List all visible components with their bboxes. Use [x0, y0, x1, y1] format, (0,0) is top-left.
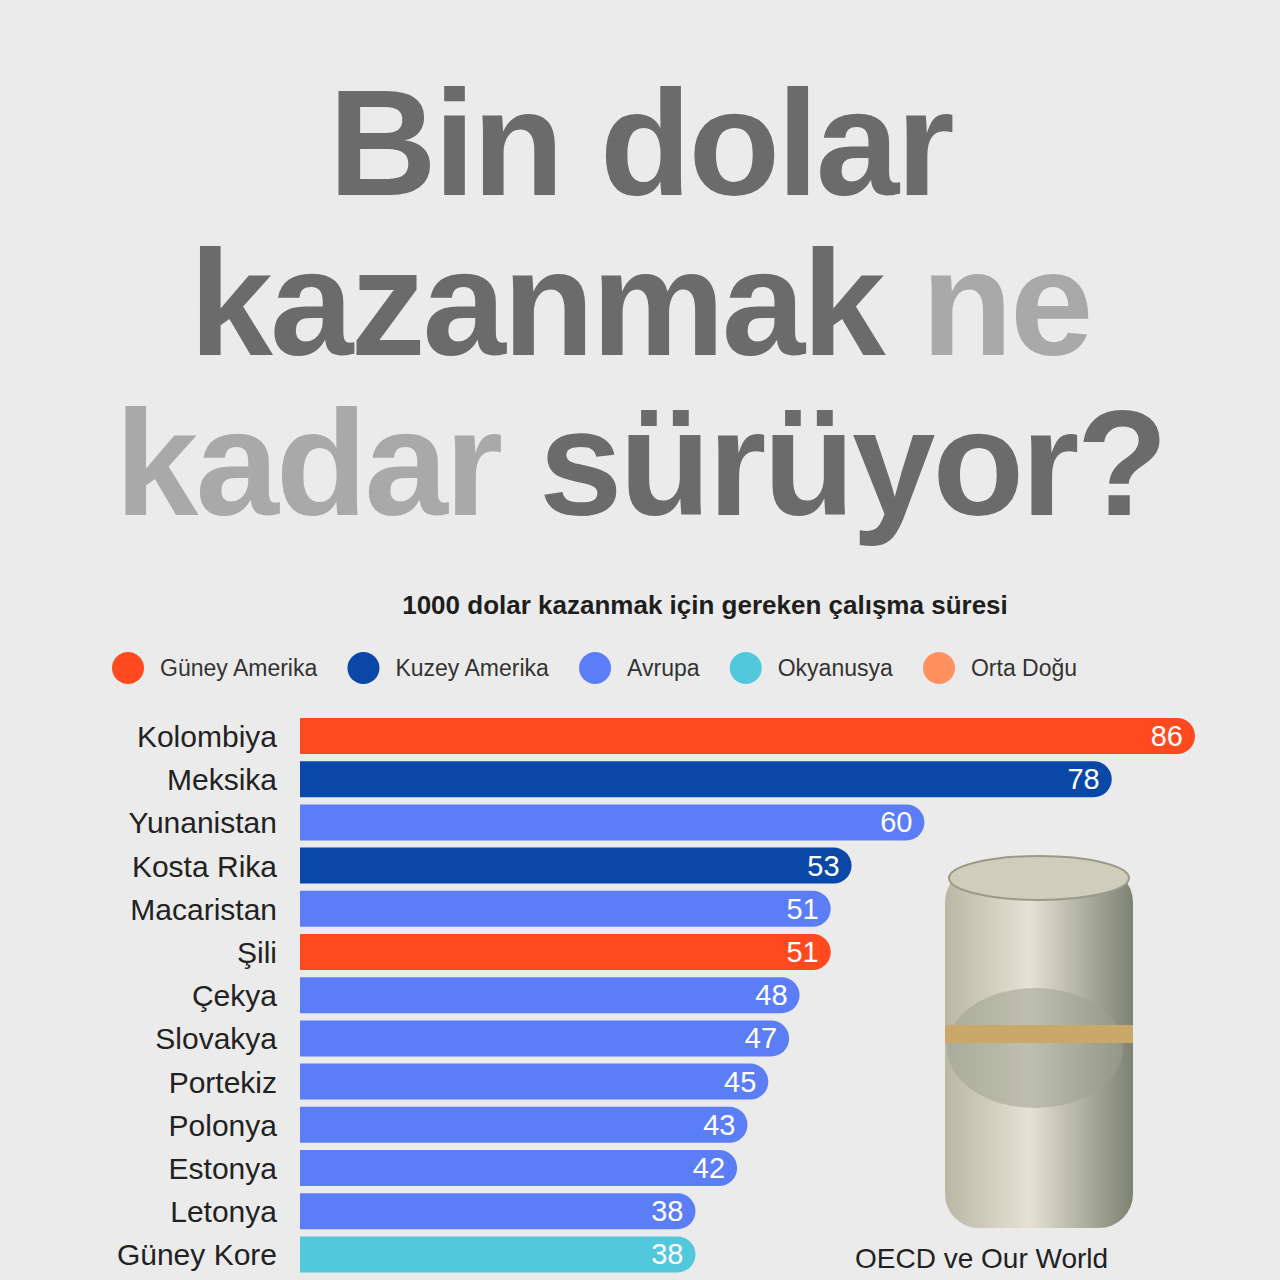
category-label: Kolombiya	[137, 720, 277, 753]
data-label: 86	[1151, 720, 1183, 752]
bar	[300, 718, 1195, 754]
category-label: Macaristan	[130, 893, 277, 926]
bar	[300, 977, 800, 1013]
chart-root: Bin dolarkazanmak nekadar sürüyor?1000 d…	[0, 0, 1280, 1280]
bar	[300, 1107, 748, 1143]
legend-label: Kuzey Amerika	[395, 655, 549, 681]
bar	[300, 804, 924, 840]
data-label: 48	[755, 979, 787, 1011]
roll-portrait	[947, 988, 1123, 1108]
title: Bin dolarkazanmak nekadar sürüyor?	[115, 59, 1165, 547]
title-line: kazanmak ne	[190, 219, 1091, 387]
data-label: 53	[807, 850, 839, 882]
bar	[300, 1150, 737, 1186]
roll-body	[945, 868, 1133, 1228]
bar	[300, 1236, 695, 1272]
data-label: 51	[786, 936, 818, 968]
legend-swatch	[923, 652, 955, 684]
data-label: 78	[1067, 763, 1099, 795]
legend-label: Avrupa	[627, 655, 700, 681]
bar	[300, 1193, 695, 1229]
legend-swatch	[579, 652, 611, 684]
roll-top	[949, 856, 1129, 900]
data-label: 42	[693, 1152, 725, 1184]
bar	[300, 761, 1112, 797]
title-word: kazanmak	[190, 219, 887, 387]
category-label: Portekiz	[169, 1066, 277, 1099]
roll-band	[945, 1025, 1133, 1043]
legend-swatch	[347, 652, 379, 684]
data-label: 38	[651, 1238, 683, 1270]
bar	[300, 1064, 768, 1100]
category-label: Kosta Rika	[132, 850, 277, 883]
category-label: Çekya	[192, 979, 277, 1012]
bar	[300, 934, 831, 970]
category-label: Letonya	[170, 1195, 277, 1228]
legend-swatch	[112, 652, 144, 684]
category-label: Polonya	[169, 1109, 278, 1142]
legend-label: Güney Amerika	[160, 655, 317, 681]
category-label: Meksika	[167, 763, 277, 796]
bar	[300, 848, 852, 884]
background	[0, 0, 1280, 1280]
category-label: Şili	[237, 936, 277, 969]
category-label: Slovakya	[155, 1022, 277, 1055]
bar	[300, 1020, 789, 1056]
subtitle: 1000 dolar kazanmak için gereken çalışma…	[402, 590, 1008, 620]
title-line: kadar sürüyor?	[115, 379, 1165, 547]
data-label: 60	[880, 806, 912, 838]
title-word: kadar	[115, 379, 502, 547]
source: OECD ve Our World	[855, 1243, 1108, 1274]
data-label: 51	[786, 893, 818, 925]
legend-label: Orta Doğu	[971, 655, 1077, 681]
legend-label: Okyanusya	[778, 655, 893, 681]
category-label: Güney Kore	[117, 1238, 277, 1271]
title-word: Bin	[328, 59, 561, 227]
legend-swatch	[730, 652, 762, 684]
title-word: dolar	[561, 59, 953, 227]
money-roll	[945, 856, 1133, 1228]
bars	[300, 718, 1195, 1272]
category-labels: Kolombiya Meksika Yunanistan Kosta Rika Maca…	[117, 720, 277, 1271]
title-word: ne	[883, 219, 1091, 387]
data-labels: 86 78 60 53 51 51 48 47 45 43 42 38 38	[651, 720, 1183, 1270]
data-label: 38	[651, 1195, 683, 1227]
title-line: Bin dolar	[328, 59, 953, 227]
data-label: 43	[703, 1109, 735, 1141]
data-label: 47	[745, 1022, 777, 1054]
category-label: Yunanistan	[129, 806, 277, 839]
bar	[300, 891, 831, 927]
title-word: sürüyor?	[500, 379, 1165, 547]
category-label: Estonya	[169, 1152, 278, 1185]
legend: Güney Amerika Kuzey Amerika Avrupa Okyanusy…	[112, 652, 1077, 684]
data-label: 45	[724, 1066, 756, 1098]
